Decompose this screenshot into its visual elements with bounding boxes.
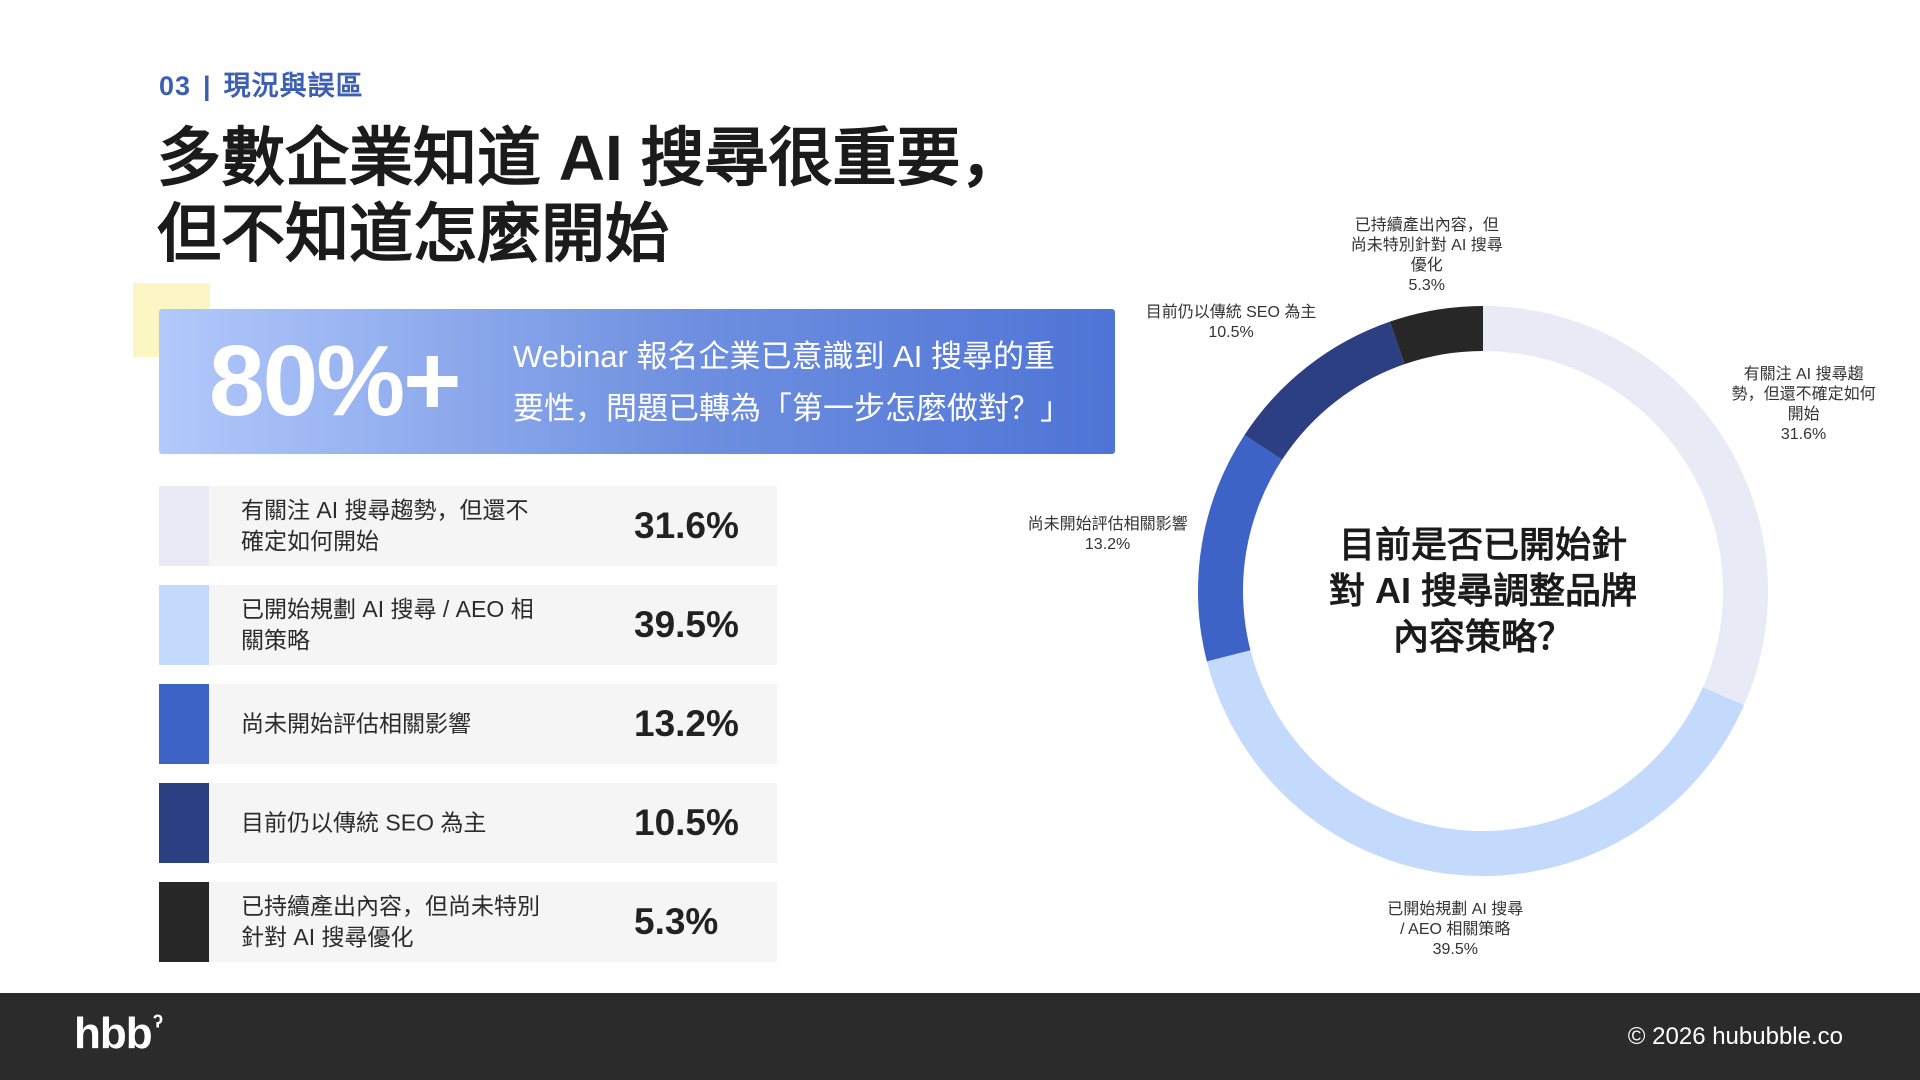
highlight-banner: 80%+ Webinar 報名企業已意識到 AI 搜尋的重 要性，問題已轉為「第…: [159, 309, 1115, 454]
section-label: 03 | 現況與誤區: [159, 64, 364, 103]
brand-logo-text: hbb: [74, 1009, 153, 1058]
page-title-line-1: 多數企業知道 AI 搜尋很重要，: [157, 122, 1025, 194]
legend-label: 目前仍以傳統 SEO 為主: [241, 809, 487, 836]
highlight-stat: 80%+: [209, 325, 462, 437]
legend-swatch: [159, 882, 209, 962]
legend-label: 有關注 AI 搜尋趨勢，但還不確定如何開始: [241, 497, 529, 554]
legend-value: 31.6%: [634, 505, 739, 546]
donut-center-line: 對 AI 搜尋調整品牌: [1328, 570, 1637, 611]
slice-label-text: 勢，但還不確定如何: [1731, 385, 1876, 403]
highlight-description-line-2: 要性，問題已轉為「第一步怎麼做對？」: [513, 391, 1071, 426]
legend-swatch: [159, 684, 209, 764]
legend-value: 5.3%: [634, 901, 719, 942]
slice-label-text: 尚未開始評估相關影響: [1027, 516, 1188, 534]
slice-label-text: 優化: [1410, 256, 1443, 274]
slice-label-value: 5.3%: [1408, 276, 1445, 294]
slice-label-value: 13.2%: [1084, 536, 1131, 554]
slice-label-text: 尚未特別針對 AI 搜尋: [1350, 236, 1503, 254]
legend-label: 尚未開始評估相關影響: [241, 710, 471, 737]
donut-center-title: 目前是否已開始針對 AI 搜尋調整品牌 內容策略？: [1283, 522, 1683, 660]
section-separator: |: [203, 71, 212, 101]
legend-row: 已開始規劃 AI 搜尋 / AEO 相關策略 39.5%: [159, 585, 777, 665]
legend-row: 已持續產出內容，但尚未特別針對 AI 搜尋優化 5.3%: [159, 882, 777, 962]
legend-swatch: [159, 486, 209, 566]
slice-label-text: / AEO 相關策略: [1400, 920, 1511, 938]
highlight-description-line-1: Webinar 報名企業已意識到 AI 搜尋的重: [513, 339, 1055, 374]
page-title: 多數企業知道 AI 搜尋很重要， 但不知道怎麼開始: [157, 120, 1025, 272]
brand-logo-mark: ˀ: [152, 1009, 163, 1040]
brand-logo: hbbˀ: [74, 1009, 163, 1059]
copyright-text: © 2026 hububble.co: [1627, 1023, 1843, 1050]
footer: hbbˀ © 2026 hububble.co: [0, 993, 1920, 1080]
legend-row: 目前仍以傳統 SEO 為主 10.5%: [159, 783, 777, 863]
slice-label-text: 開始: [1787, 405, 1820, 423]
slice-label: 已持續產出內容，但 尚未特別針對 AI 搜尋 優化 5.3%: [1351, 216, 1503, 296]
slice-label: 已開始規劃 AI 搜尋 / AEO 相關策略 39.5%: [1387, 900, 1523, 960]
donut-slice-2: [1206, 650, 1745, 877]
donut-slice-3: [1198, 435, 1283, 662]
highlight-description: Webinar 報名企業已意識到 AI 搜尋的重 要性，問題已轉為「第一步怎麼做…: [513, 331, 1093, 435]
slice-label-value: 10.5%: [1208, 323, 1254, 341]
legend-value: 39.5%: [634, 604, 739, 645]
donut-slice-4: [1244, 321, 1405, 460]
donut-center-line: 目前是否已開始針: [1338, 524, 1627, 565]
legend-swatch: [159, 783, 209, 863]
section-title: 現況與誤區: [223, 71, 364, 101]
legend-label: 已持續產出內容，但尚未特別針對 AI 搜尋優化: [241, 893, 540, 950]
legend-value: 10.5%: [634, 802, 739, 843]
legend-row: 有關注 AI 搜尋趨勢，但還不確定如何開始 31.6%: [159, 486, 777, 566]
slice-label: 目前仍以傳統 SEO 為主 10.5%: [1146, 303, 1317, 343]
slice-label-value: 39.5%: [1432, 940, 1478, 958]
legend-list: 有關注 AI 搜尋趨勢，但還不確定如何開始 31.6% 已開始規劃 AI 搜尋 / …: [159, 486, 777, 981]
slice-label: 尚未開始評估相關影響 13.2%: [1028, 515, 1188, 555]
legend-value: 13.2%: [634, 703, 739, 744]
slice-label: 有關注 AI 搜尋趨 勢，但還不確定如何 開始 31.6%: [1732, 365, 1876, 445]
page-title-line-2: 但不知道怎麼開始: [157, 198, 669, 270]
legend-row: 尚未開始評估相關影響 13.2%: [159, 684, 777, 764]
slice-label-text: 有關注 AI 搜尋趨: [1743, 365, 1864, 383]
slice-label-text: 已持續產出內容，但: [1354, 216, 1499, 234]
slice-label-text: 目前仍以傳統 SEO 為主: [1145, 303, 1317, 321]
donut-slice-5: [1389, 306, 1483, 365]
donut-center-line: 內容策略？: [1392, 616, 1573, 657]
legend-label: 已開始規劃 AI 搜尋 / AEO 相關策略: [241, 596, 534, 653]
slice-label-text: 已開始規劃 AI 搜尋: [1387, 900, 1524, 918]
section-number: 03: [159, 71, 192, 101]
legend-swatch: [159, 585, 209, 665]
donut-slice-1: [1483, 306, 1768, 706]
donut-chart: [1198, 306, 1768, 877]
slice-label-value: 31.6%: [1780, 425, 1827, 443]
